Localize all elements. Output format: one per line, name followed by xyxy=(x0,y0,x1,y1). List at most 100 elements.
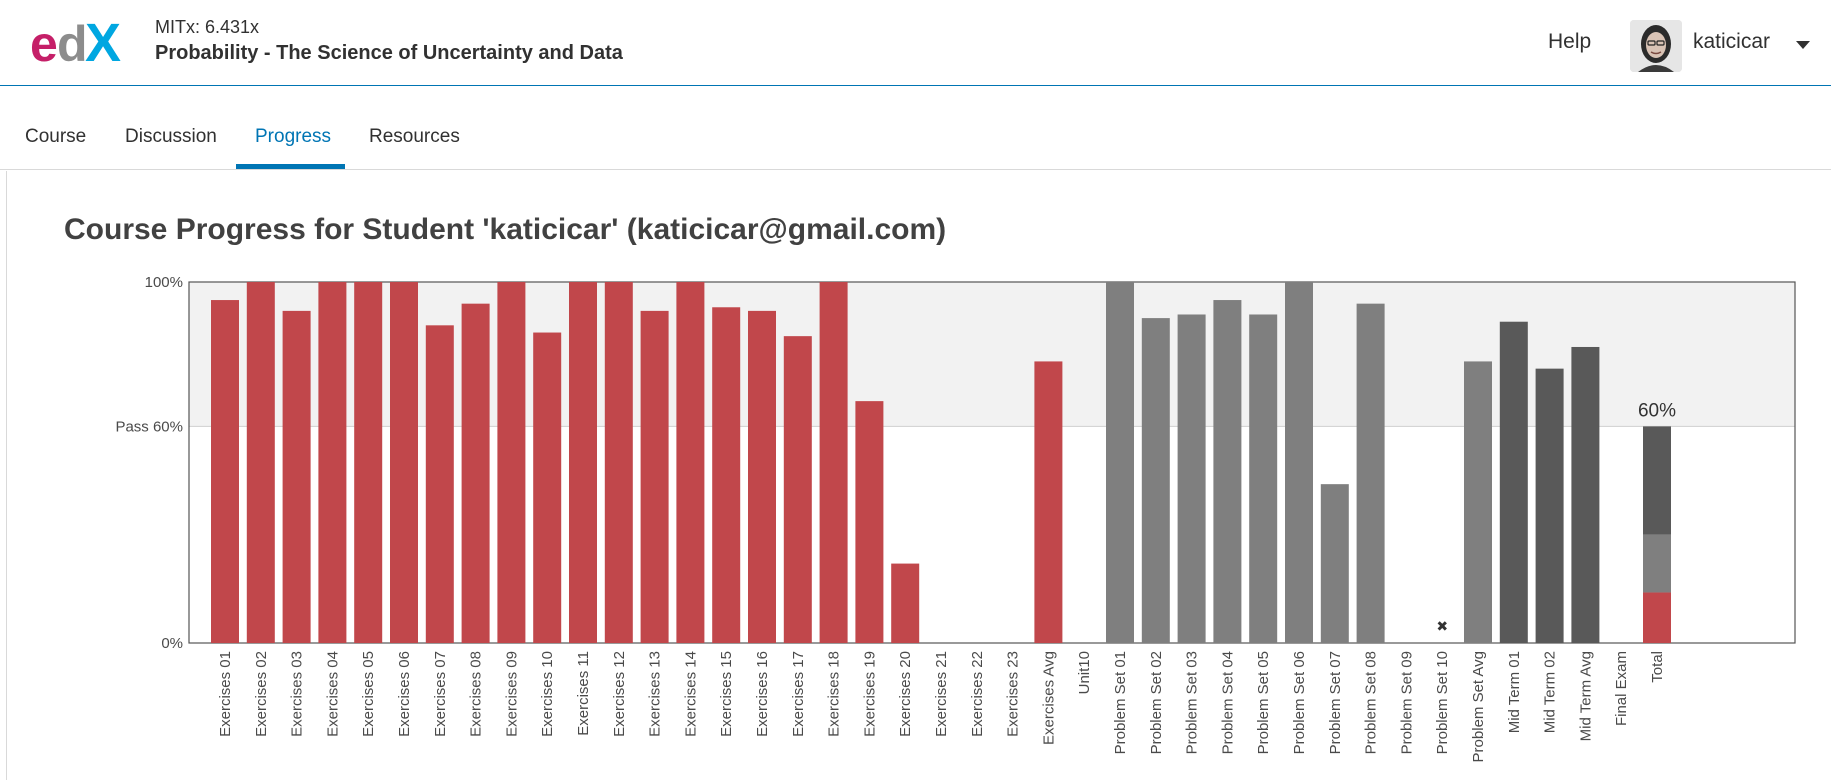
edx-logo[interactable]: e d X xyxy=(30,13,132,73)
bar-problem-set-avg[interactable] xyxy=(1464,361,1492,643)
x-tick-label: Problem Set 07 xyxy=(1327,651,1344,754)
bar-exercises-08[interactable] xyxy=(461,303,490,643)
bar-problem-set-08[interactable] xyxy=(1356,303,1385,643)
bar-exercises-07[interactable] xyxy=(425,325,454,643)
bar-exercises-02[interactable] xyxy=(246,282,275,643)
x-tick-label: Problem Set 05 xyxy=(1255,651,1272,754)
x-tick-label: Exercises 11 xyxy=(575,651,592,736)
course-title-block: MITx: 6.431x Probability - The Science o… xyxy=(155,16,623,68)
main-content: Course Progress for Student 'katicicar' … xyxy=(6,171,1831,780)
x-tick-label: Exercises 01 xyxy=(217,651,234,737)
bar-problem-set-06[interactable] xyxy=(1285,282,1313,643)
bar-problem-set-02[interactable] xyxy=(1141,318,1170,643)
total-bar-segment xyxy=(1643,534,1671,593)
bar-problem-set-04[interactable] xyxy=(1213,300,1242,643)
x-tick-label: Exercises 08 xyxy=(468,651,485,737)
bar-exercises-04[interactable] xyxy=(318,282,347,643)
course-tabs: Course Discussion Progress Resources xyxy=(0,86,1831,170)
x-tick-label: Problem Set 09 xyxy=(1398,651,1415,754)
chevron-down-icon[interactable] xyxy=(1796,41,1810,49)
bar-exercises-17[interactable] xyxy=(783,336,812,643)
bar-exercises-11[interactable] xyxy=(569,282,597,643)
svg-text:e: e xyxy=(30,18,58,68)
svg-text:X: X xyxy=(85,18,121,68)
x-tick-label: Final Exam xyxy=(1613,651,1630,726)
x-tick-label: Exercises 04 xyxy=(324,651,341,737)
site-header: e d X MITx: 6.431x Probability - The Sci… xyxy=(0,0,1831,86)
bar-exercises-18[interactable] xyxy=(819,282,848,643)
x-tick-label: Mid Term 02 xyxy=(1542,651,1559,733)
x-tick-label: Exercises 14 xyxy=(682,651,699,737)
x-tick-label: Exercises 07 xyxy=(432,651,449,737)
bar-mid-term-02[interactable] xyxy=(1535,368,1564,643)
bar-exercises-20[interactable] xyxy=(891,563,920,643)
bar-exercises-13[interactable] xyxy=(640,310,669,643)
bar-problem-set-07[interactable] xyxy=(1320,484,1349,643)
bar-exercises-05[interactable] xyxy=(354,282,383,643)
course-name: Probability - The Science of Uncertainty… xyxy=(155,42,623,64)
y-tick-label: Pass 60% xyxy=(115,418,183,435)
bar-exercises-16[interactable] xyxy=(748,310,776,643)
bar-exercises-15[interactable] xyxy=(712,307,741,643)
bar-problem-set-01[interactable] xyxy=(1106,282,1134,643)
total-bar-segment xyxy=(1643,426,1671,535)
avatar[interactable] xyxy=(1630,20,1682,72)
x-tick-label: Mid Term 01 xyxy=(1506,651,1523,733)
bar-problem-set-03[interactable] xyxy=(1177,314,1206,643)
x-tick-label: Exercises 17 xyxy=(790,651,807,737)
x-tick-label: Exercises 23 xyxy=(1005,651,1022,737)
bar-exercises-avg[interactable] xyxy=(1034,361,1063,643)
bar-exercises-03[interactable] xyxy=(282,310,311,643)
help-link[interactable]: Help xyxy=(1548,30,1592,53)
x-tick-label: Exercises 12 xyxy=(611,651,628,737)
x-tick-label: Exercises 13 xyxy=(647,651,664,737)
x-tick-label: Exercises 21 xyxy=(933,651,950,737)
bar-problem-set-05[interactable] xyxy=(1249,314,1278,643)
x-tick-label: Problem Set Avg xyxy=(1470,651,1487,762)
bar-exercises-10[interactable] xyxy=(533,332,562,643)
tab-resources[interactable]: Resources xyxy=(369,126,460,147)
x-tick-label: Exercises 02 xyxy=(253,651,270,737)
username[interactable]: katicicar xyxy=(1693,30,1771,53)
bar-mid-term-01[interactable] xyxy=(1499,321,1528,643)
x-tick-label: Problem Set 06 xyxy=(1291,651,1308,754)
tab-discussion[interactable]: Discussion xyxy=(125,126,217,147)
user-avatar-image xyxy=(1630,20,1682,72)
x-tick-label: Problem Set 02 xyxy=(1148,651,1165,754)
bar-exercises-01[interactable] xyxy=(211,300,239,643)
x-tick-label: Exercises 09 xyxy=(503,651,520,737)
page-title: Course Progress for Student 'katicicar' … xyxy=(64,213,947,246)
x-tick-label: Total xyxy=(1649,651,1666,683)
x-tick-label: Problem Set 10 xyxy=(1434,651,1451,754)
dropped-score-icon: ✖ xyxy=(1436,618,1448,634)
x-tick-label: Problem Set 01 xyxy=(1112,651,1129,754)
total-value-label: 60% xyxy=(1638,400,1676,421)
x-tick-label: Exercises Avg xyxy=(1040,651,1057,745)
course-org: MITx: 6.431x xyxy=(155,17,260,37)
bar-exercises-14[interactable] xyxy=(676,282,705,643)
bar-exercises-19[interactable] xyxy=(855,401,884,643)
active-tab-indicator xyxy=(236,164,345,169)
svg-text:d: d xyxy=(57,18,88,68)
x-tick-label: Exercises 18 xyxy=(826,651,843,737)
x-tick-label: Exercises 10 xyxy=(539,651,556,737)
tab-course[interactable]: Course xyxy=(25,126,87,147)
x-tick-label: Exercises 03 xyxy=(289,651,306,737)
bar-exercises-12[interactable] xyxy=(604,282,633,643)
bar-mid-term-avg[interactable] xyxy=(1571,346,1600,643)
x-tick-label: Exercises 22 xyxy=(969,651,986,737)
tab-progress[interactable]: Progress xyxy=(255,126,332,147)
y-tick-label: 0% xyxy=(161,635,183,652)
x-tick-label: Exercises 16 xyxy=(754,651,771,737)
total-bar-segment xyxy=(1643,592,1671,643)
x-tick-label: Problem Set 03 xyxy=(1184,651,1201,754)
edx-logo-graphic: e d X xyxy=(30,13,121,73)
bar-exercises-09[interactable] xyxy=(497,282,526,643)
x-tick-label: Exercises 05 xyxy=(360,651,377,737)
x-tick-label: Unit10 xyxy=(1076,651,1093,694)
bar-exercises-06[interactable] xyxy=(390,282,418,643)
y-tick-label: 100% xyxy=(145,274,183,291)
x-tick-label: Exercises 15 xyxy=(718,651,735,737)
x-tick-label: Mid Term Avg xyxy=(1577,651,1594,741)
